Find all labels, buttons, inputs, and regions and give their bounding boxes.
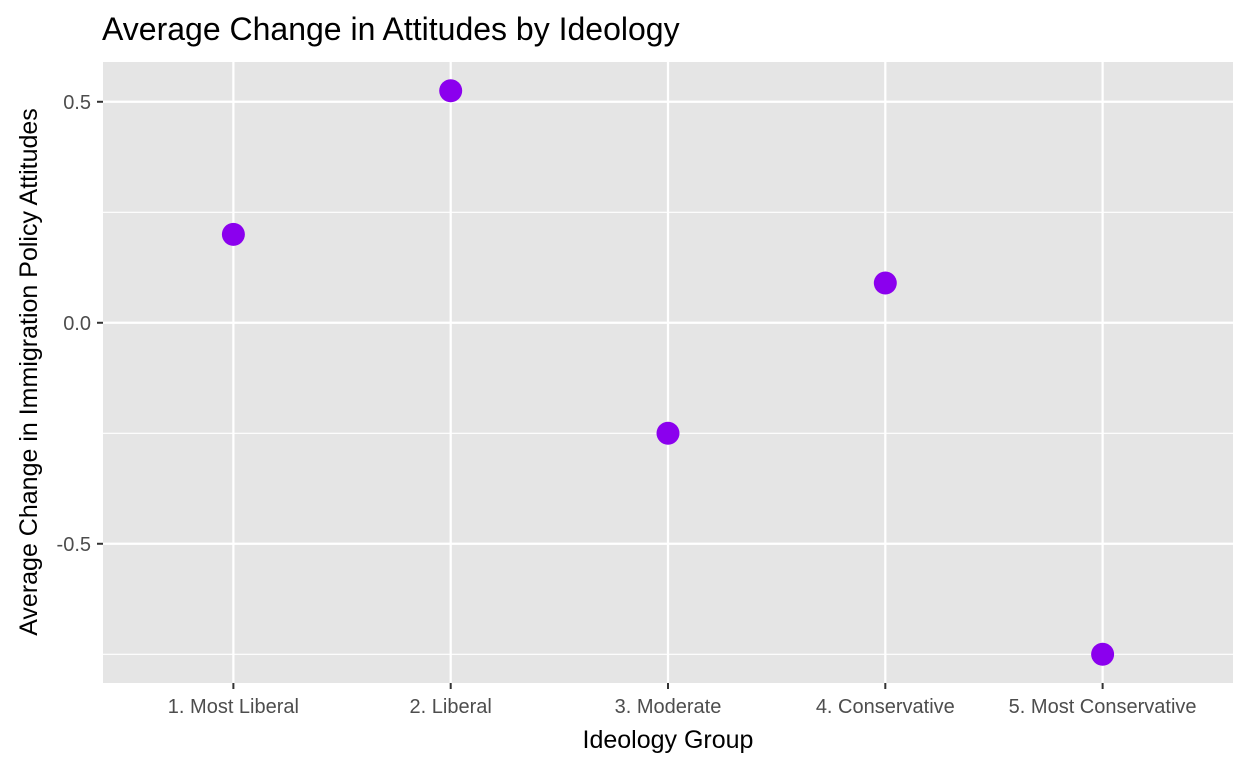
y-axis-title: Average Change in Immigration Policy Att… xyxy=(15,108,43,636)
x-tick-label: 5. Most Conservative xyxy=(1009,696,1197,718)
y-tick-label: 0.0 xyxy=(63,313,91,335)
x-tick-label: 3. Moderate xyxy=(615,696,722,718)
major-gridlines xyxy=(103,62,1233,683)
data-point xyxy=(221,222,245,246)
x-axis-ticks: 1. Most Liberal 2. Liberal 3. Moderate 4. C… xyxy=(168,683,1197,718)
data-point xyxy=(656,421,680,445)
y-axis-ticks: 0.5 0.0 -0.5 xyxy=(57,92,103,556)
data-point xyxy=(873,271,897,295)
data-point xyxy=(1091,642,1115,666)
chart-title: Average Change in Attitudes by Ideology xyxy=(102,11,680,47)
y-tick-label: 0.5 xyxy=(63,92,91,114)
x-tick-label: 4. Conservative xyxy=(816,696,955,718)
y-tick-label: -0.5 xyxy=(57,534,91,556)
data-points xyxy=(221,79,1115,666)
x-axis-title: Ideology Group xyxy=(583,726,754,754)
x-tick-label: 1. Most Liberal xyxy=(168,696,299,718)
data-point xyxy=(439,79,463,103)
x-tick-label: 2. Liberal xyxy=(410,696,492,718)
